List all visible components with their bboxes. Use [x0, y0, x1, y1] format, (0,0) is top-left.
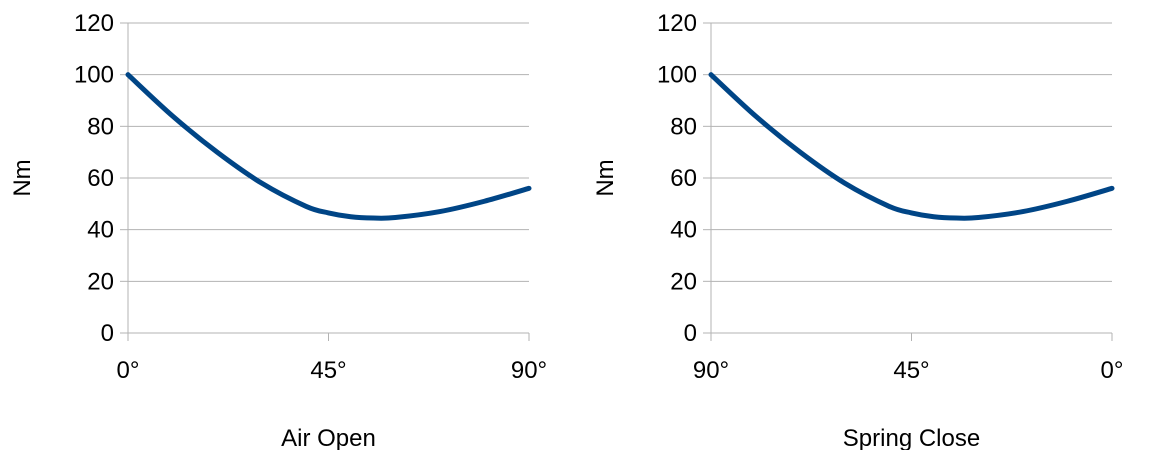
y-tick-label: 0: [684, 320, 697, 347]
x-tick-label: 0°: [1101, 357, 1124, 384]
y-tick-label: 100: [74, 62, 114, 89]
y-tick-label: 20: [87, 268, 114, 295]
y-tick-label: 80: [87, 113, 114, 140]
chart-spring-close-svg: 0 20 40 60 80 100 120 90° 45° 0° Nm Spring Close: [592, 10, 1124, 450]
y-tick-label: 20: [670, 268, 697, 295]
y-tick-label: 60: [670, 165, 697, 192]
chart-air-open: 0 20 40 60 80 100 120 0° 45° 90° Nm Air Open: [0, 0, 580, 450]
y-tick-label: 80: [670, 113, 697, 140]
x-tick-label: 90°: [693, 357, 729, 384]
y-tick-label: 100: [657, 62, 697, 89]
y-tick-label: 120: [657, 10, 697, 37]
x-axis-title: Spring Close: [843, 425, 980, 450]
y-tick-label: 40: [670, 217, 697, 244]
x-tick-label: 45°: [310, 357, 346, 384]
series-line-0: [125, 72, 532, 221]
x-tick-label: 0°: [117, 357, 140, 384]
y-tick-label: 0: [101, 320, 114, 347]
y-axis-title: Nm: [9, 159, 36, 196]
x-tick-label: 90°: [511, 357, 547, 384]
y-tick-label: 40: [87, 217, 114, 244]
y-axis-title: Nm: [592, 159, 619, 196]
chart-air-open-svg: 0 20 40 60 80 100 120 0° 45° 90° Nm Air Open: [9, 10, 547, 450]
y-tick-label: 120: [74, 10, 114, 37]
x-tick-label: 45°: [893, 357, 929, 384]
x-axis-title: Air Open: [281, 425, 376, 450]
chart-spring-close: 0 20 40 60 80 100 120 90° 45° 0° Nm Spring Close: [583, 0, 1163, 450]
y-tick-label: 60: [87, 165, 114, 192]
series-line-0: [708, 72, 1115, 221]
